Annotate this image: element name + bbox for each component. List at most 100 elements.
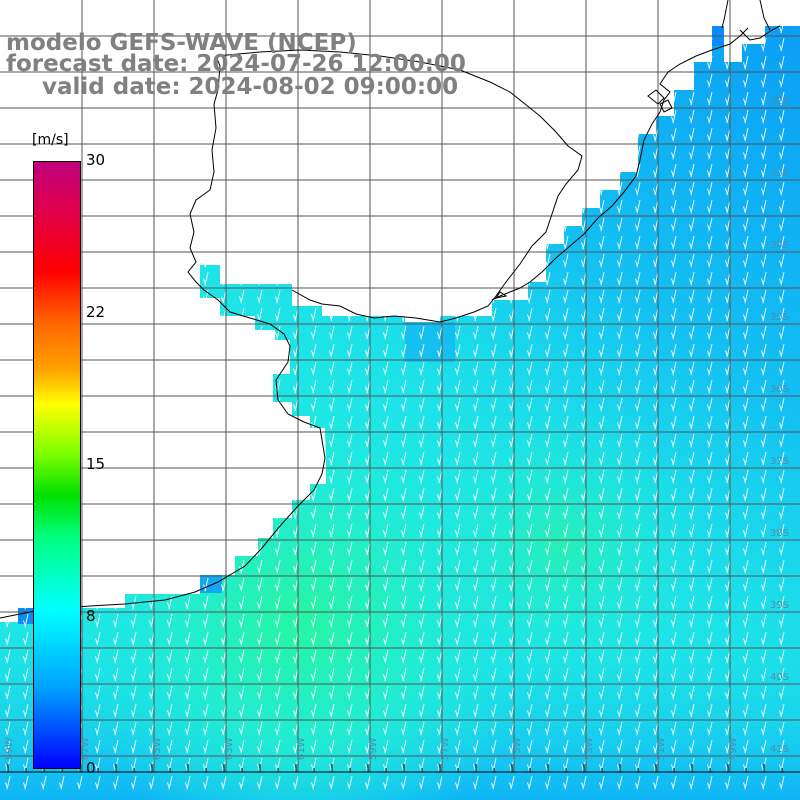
wind-arrow (239, 433, 245, 448)
wind-arrow (473, 433, 479, 448)
wind-arrow (743, 289, 749, 304)
wind-arrow (599, 325, 605, 340)
wind-arrow (23, 379, 29, 394)
wind-arrow (41, 109, 47, 124)
wind-arrow (347, 109, 353, 124)
wind-arrow (167, 307, 173, 322)
wind-arrow (563, 505, 569, 520)
wind-arrow (617, 37, 623, 52)
wind-arrow (113, 343, 119, 358)
wind-arrow (707, 721, 713, 736)
wind-arrow (707, 145, 713, 160)
wind-arrow (689, 127, 695, 142)
wind-arrow (149, 577, 155, 592)
wind-arrow (527, 253, 533, 268)
wind-arrow (95, 649, 101, 664)
wind-arrow (239, 343, 245, 358)
wind-arrow (419, 433, 425, 448)
wind-arrow (419, 739, 425, 754)
wind-arrow (275, 307, 281, 322)
wind-arrow (491, 505, 497, 520)
wind-arrow (401, 127, 407, 142)
wind-arrow (401, 577, 407, 592)
wind-arrow (401, 361, 407, 376)
wind-arrow (293, 775, 299, 790)
wind-arrow (599, 685, 605, 700)
wind-arrow (419, 379, 425, 394)
wind-arrow (491, 451, 497, 466)
wind-arrow (167, 523, 173, 538)
wind-arrow (689, 397, 695, 412)
wind-arrow (329, 127, 335, 142)
wind-arrow (167, 775, 173, 790)
wind-arrow (347, 487, 353, 502)
wind-arrow (617, 55, 623, 70)
wind-arrow (5, 235, 11, 250)
wind-arrow (527, 649, 533, 664)
wind-arrow (23, 181, 29, 196)
wind-arrow (455, 325, 461, 340)
wind-arrow (221, 217, 227, 232)
wind-arrow (635, 721, 641, 736)
wind-arrow (545, 145, 551, 160)
wind-arrow (5, 721, 11, 736)
wind-arrow (707, 451, 713, 466)
wind-arrow (203, 433, 209, 448)
wind-arrow (473, 487, 479, 502)
wind-arrow (689, 613, 695, 628)
wind-arrow (311, 217, 317, 232)
wind-arrow (491, 577, 497, 592)
wind-arrow (131, 415, 137, 430)
wind-arrow (599, 541, 605, 556)
wind-arrow (149, 199, 155, 214)
wind-arrow (329, 271, 335, 286)
wind-arrow (527, 26, 533, 34)
wind-arrow (563, 577, 569, 592)
wind-arrow (23, 253, 29, 268)
wind-arrow (617, 127, 623, 142)
wind-arrow (761, 55, 767, 70)
wind-arrow (311, 775, 317, 790)
wind-arrow (185, 379, 191, 394)
wind-arrow (455, 289, 461, 304)
wind-arrow (599, 26, 605, 34)
wind-arrow (401, 433, 407, 448)
wind-arrow (383, 649, 389, 664)
wind-arrow (113, 559, 119, 574)
wind-arrow (707, 37, 713, 52)
wind-arrow (275, 253, 281, 268)
wind-arrow (617, 26, 623, 34)
wind-arrow (635, 433, 641, 448)
colorbar-tick-22: 22 (86, 303, 106, 321)
wind-arrow (455, 37, 461, 52)
wind-arrow (311, 307, 317, 322)
wind-arrow (527, 397, 533, 412)
wind-arrow (743, 181, 749, 196)
wind-arrow (329, 145, 335, 160)
wind-arrow (203, 613, 209, 628)
wind-arrow (761, 91, 767, 106)
wind-arrow (671, 739, 677, 754)
wind-arrow (653, 37, 659, 52)
wind-arrow (563, 595, 569, 610)
wind-arrow (257, 433, 263, 448)
wind-arrow (131, 109, 137, 124)
wind-arrow (203, 145, 209, 160)
wind-arrow (131, 523, 137, 538)
wind-arrow (563, 343, 569, 358)
wind-arrow (419, 163, 425, 178)
wind-arrow (707, 775, 713, 790)
wind-arrow (365, 109, 371, 124)
wind-arrow (761, 271, 767, 286)
wind-arrow (5, 343, 11, 358)
wind-arrow (311, 505, 317, 520)
wind-arrow (221, 109, 227, 124)
wind-arrow (275, 469, 281, 484)
wind-arrow (131, 361, 137, 376)
wind-arrow (239, 523, 245, 538)
wind-arrow (365, 217, 371, 232)
wind-arrow (743, 451, 749, 466)
wind-arrow (221, 505, 227, 520)
wind-arrow (257, 379, 263, 394)
wind-arrow (455, 613, 461, 628)
